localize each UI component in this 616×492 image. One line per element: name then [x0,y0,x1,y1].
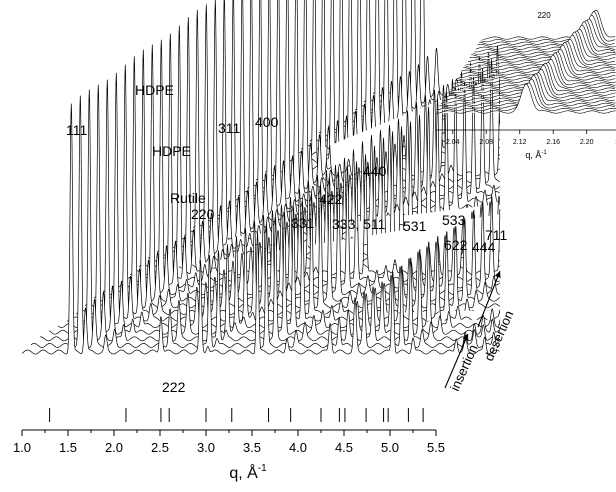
peak-label: 111 [66,122,87,138]
inset-pattern [464,38,616,68]
peak-label: 333, 511 [332,216,386,232]
x-tick-label: 4.0 [289,440,307,455]
peak-label: 422 [319,191,343,207]
direction-arrow [444,333,469,389]
inset-x-axis: 2.042.082.122.162.202.2 [436,129,616,146]
peak-label: 531 [403,218,427,234]
inset-x-tick-label: 2.16 [546,139,560,146]
x-tick-label: 5.5 [427,440,445,455]
peak-label: 311 [218,120,241,136]
x-tick-label: 2.5 [151,440,169,455]
arrow-head [494,271,501,278]
peak-label: 444 [472,239,496,255]
peak-label: 622 [444,237,468,253]
inset-x-axis-title: q, Å-1 [525,150,547,160]
arrow-head [462,334,469,341]
inset-pattern [466,34,616,66]
x-tick-label: 3.0 [197,440,215,455]
diffraction-pattern [30,95,501,348]
inset-x-tick-label: 2.12 [513,139,527,146]
x-tick-label: 2.0 [105,440,123,455]
stacked-diffraction-patterns [21,0,501,355]
x-axis: 1.0 1.5 2.0 2.5 3.0 3.5 4.0 4.5 5.0 5.5 [13,429,445,455]
peak-label: HDPE [152,143,191,159]
peak-label: HDPE [135,82,174,98]
peak-label: 331 [291,215,315,231]
inset-pattern [461,41,615,73]
x-tick-label: 5.0 [381,440,399,455]
inset-x-tick-label: 2.20 [580,139,594,146]
insertion-label: insertion [447,342,481,393]
peak-label: 222 [162,379,186,395]
inset-pattern [463,41,616,71]
x-tick-label: 3.5 [243,440,261,455]
x-axis-title: q, Å-1 [229,463,267,482]
peak-label: 440 [363,163,387,179]
peak-label: Rutile [170,190,206,206]
x-tick-label: 4.5 [335,440,353,455]
inset-plot-220: 2.042.082.122.162.202.2 220 q, Å-1 [435,9,616,160]
peak-label: 711 [485,227,508,243]
inset-pattern [435,83,616,114]
diffraction-pattern [93,49,501,302]
diffraction-pattern [21,103,500,355]
reference-tick-marks [49,408,424,422]
inset-x-tick-label: 2.08 [479,139,493,146]
direction-arrow [477,270,501,328]
x-tick-label: 1.0 [13,440,31,455]
peak-label: 220 [191,206,215,222]
peak-label: 400 [255,114,279,130]
inset-title: 220 [537,11,551,20]
x-tick-label: 1.5 [59,440,77,455]
inset-x-tick-label: 2.04 [446,139,460,146]
peak-label: 533 [442,212,466,228]
inset-stacked-patterns [435,9,616,114]
